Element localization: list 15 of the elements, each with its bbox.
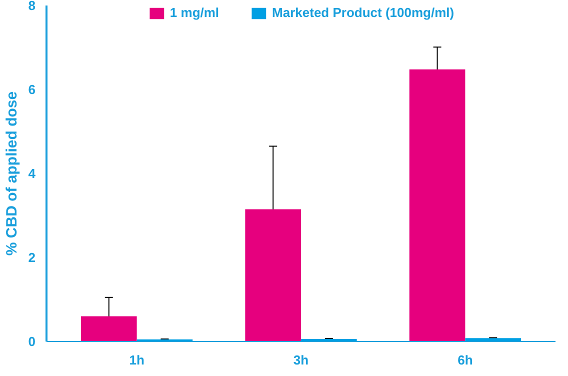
y-axis-title: % CBD of applied dose bbox=[3, 91, 20, 256]
bar bbox=[465, 338, 522, 342]
y-tick-label: 2 bbox=[28, 250, 36, 265]
bar bbox=[80, 316, 137, 342]
y-tick-label: 6 bbox=[28, 82, 36, 97]
bar bbox=[409, 69, 466, 342]
y-tick-label: 4 bbox=[28, 166, 36, 181]
y-tick-label: 8 bbox=[28, 0, 36, 13]
legend-label: 1 mg/ml bbox=[170, 5, 220, 20]
bar bbox=[245, 209, 301, 342]
y-tick-label: 0 bbox=[28, 334, 36, 349]
x-tick-label: 3h bbox=[293, 352, 309, 368]
legend-label: Marketed Product (100mg/ml) bbox=[272, 5, 454, 20]
x-tick-label: 6h bbox=[458, 352, 473, 368]
x-tick-label: 1h bbox=[129, 352, 144, 368]
